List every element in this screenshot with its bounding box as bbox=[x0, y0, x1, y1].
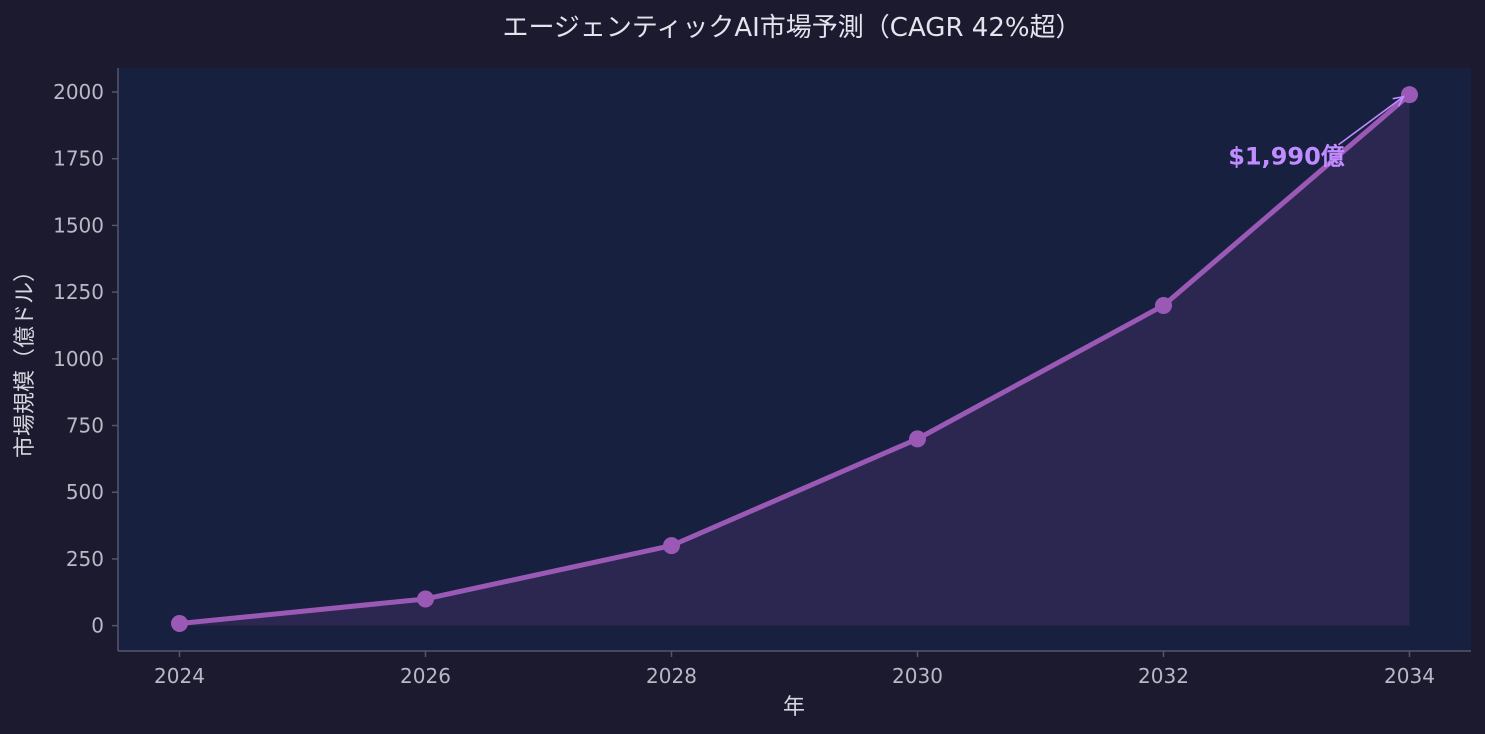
y-tick-label: 1500 bbox=[53, 213, 104, 237]
y-tick-label: 250 bbox=[66, 547, 104, 571]
y-tick-label: 750 bbox=[66, 414, 104, 438]
y-tick-label: 2000 bbox=[53, 80, 104, 104]
y-axis-label: 市場規模（億ドル） bbox=[13, 260, 38, 458]
y-tick-label: 0 bbox=[91, 614, 104, 638]
y-tick-label: 1000 bbox=[53, 347, 104, 371]
data-point bbox=[663, 537, 680, 555]
chart-title: エージェンティックAI市場予測（CAGR 42%超） bbox=[502, 13, 1081, 43]
series-line bbox=[177, 92, 1412, 627]
y-axis-ticks: 0 250 500 750 1000 1250 1500 1750 2000 bbox=[53, 80, 118, 638]
x-tick-label: 2026 bbox=[400, 664, 451, 688]
data-point bbox=[909, 430, 926, 448]
x-axis-ticks: 2024 2026 2028 2030 2032 2034 bbox=[154, 651, 1435, 688]
x-tick-label: 2032 bbox=[1138, 664, 1189, 688]
x-axis-label: 年 bbox=[783, 695, 805, 720]
x-tick-label: 2030 bbox=[892, 664, 943, 688]
y-tick-label: 1750 bbox=[53, 147, 104, 171]
annotation-label: $1,990億 bbox=[1228, 143, 1345, 171]
y-tick-label: 500 bbox=[66, 480, 104, 504]
series-markers bbox=[171, 86, 1418, 633]
data-point bbox=[1401, 86, 1418, 104]
annotation-arrowhead bbox=[1392, 95, 1405, 107]
x-tick-label: 2034 bbox=[1384, 664, 1435, 688]
data-point bbox=[1155, 296, 1172, 314]
annotation-arrow bbox=[1338, 96, 1404, 146]
y-tick-label: 1250 bbox=[53, 280, 104, 304]
data-point bbox=[171, 615, 188, 633]
x-tick-label: 2024 bbox=[154, 664, 205, 688]
data-point bbox=[417, 590, 434, 608]
x-tick-label: 2028 bbox=[646, 664, 697, 688]
area-fill bbox=[179, 94, 1410, 626]
